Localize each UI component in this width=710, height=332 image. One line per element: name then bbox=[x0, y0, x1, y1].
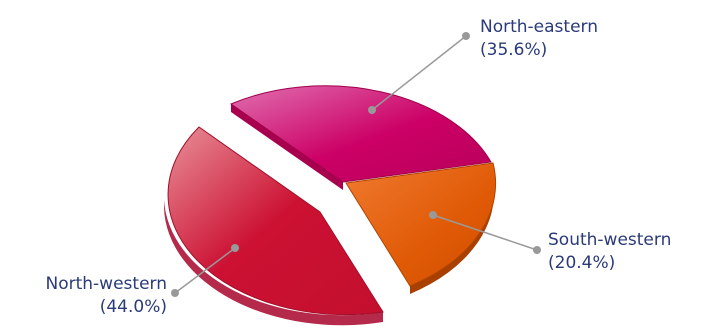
leader-dot-north-eastern-inner bbox=[368, 106, 376, 114]
label-south-western-name: South-western bbox=[548, 230, 671, 250]
slice-south-western bbox=[345, 162, 497, 294]
leader-dot-north-western-outer bbox=[171, 289, 179, 297]
leader-line-north-eastern bbox=[371, 35, 467, 111]
label-north-eastern-pct: (35.6%) bbox=[480, 40, 547, 60]
leader-dot-south-western-outer bbox=[533, 246, 541, 254]
slice-north-eastern bbox=[229, 85, 492, 190]
leader-lines bbox=[171, 32, 541, 297]
leader-dot-north-eastern-outer bbox=[462, 32, 470, 40]
slice-north-western bbox=[164, 126, 384, 326]
slice-north-western-top bbox=[167, 126, 384, 316]
label-north-western-name: North-western bbox=[46, 274, 168, 294]
leader-line-north-western bbox=[174, 247, 236, 294]
leader-dot-north-western-inner bbox=[231, 244, 239, 252]
slice-south-western-side bbox=[410, 170, 495, 294]
leader-dot-south-western-inner bbox=[429, 211, 437, 219]
label-south-western-pct: (20.4%) bbox=[548, 253, 615, 273]
slice-south-western-top bbox=[345, 162, 497, 287]
label-north-eastern-name: North-eastern bbox=[480, 17, 598, 37]
label-north-western-pct: (44.0%) bbox=[100, 297, 167, 317]
slice-north-eastern-side bbox=[231, 104, 343, 190]
leader-line-south-western bbox=[432, 214, 538, 251]
data-labels: North-eastern (35.6%) South-western (20.… bbox=[46, 17, 672, 317]
